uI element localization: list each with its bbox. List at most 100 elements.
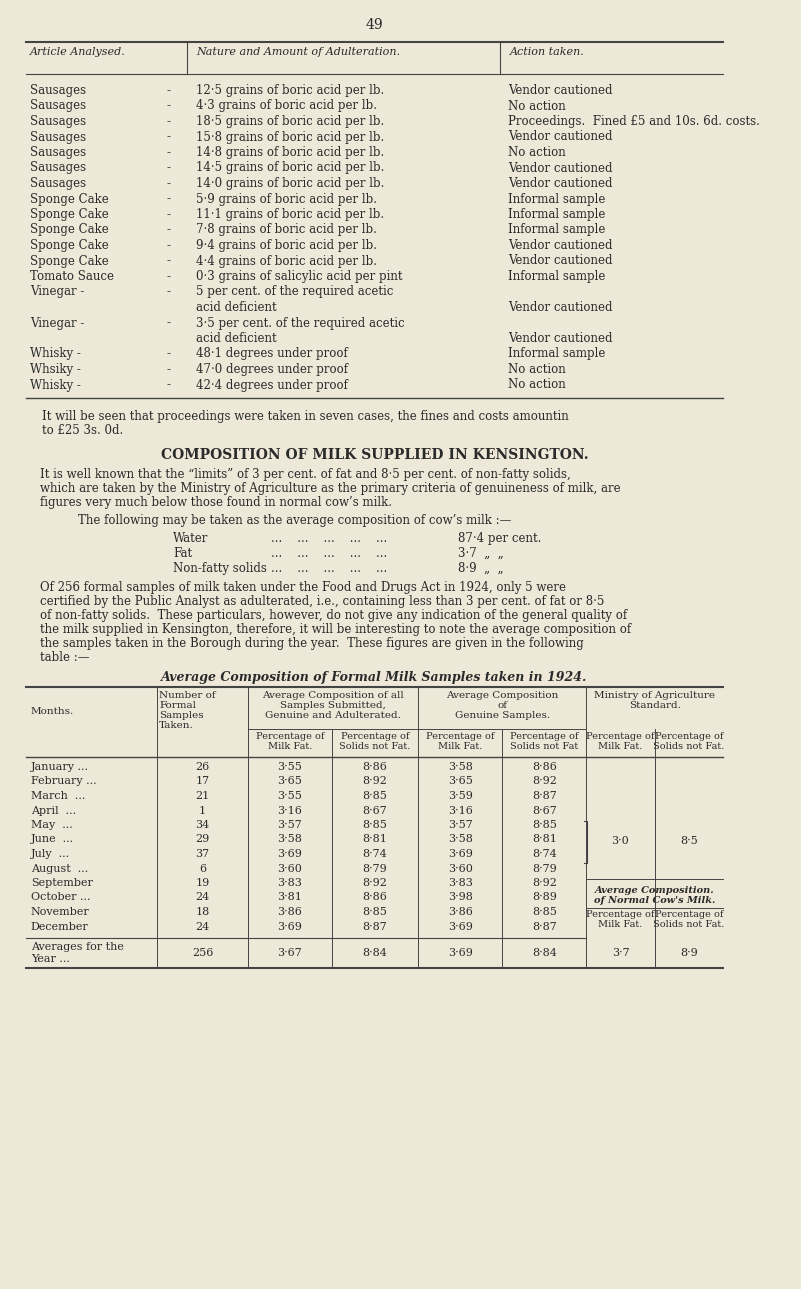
Text: Average Composition of all: Average Composition of all: [262, 691, 404, 700]
Text: 3·67: 3·67: [277, 947, 302, 958]
Text: 3·58: 3·58: [277, 834, 302, 844]
Text: 34: 34: [195, 820, 210, 830]
Text: -: -: [167, 317, 171, 330]
Text: 7·8 grains of boric acid per lb.: 7·8 grains of boric acid per lb.: [196, 223, 377, 236]
Text: 8·84: 8·84: [532, 947, 557, 958]
Text: 18·5 grains of boric acid per lb.: 18·5 grains of boric acid per lb.: [196, 115, 384, 128]
Text: 5·9 grains of boric acid per lb.: 5·9 grains of boric acid per lb.: [196, 192, 377, 205]
Text: certified by the Public Analyst as adulterated, i.e., containing less than 3 per: certified by the Public Analyst as adult…: [40, 596, 605, 608]
Text: 29: 29: [195, 834, 210, 844]
Text: Average Composition of Formal Milk Samples taken in 1924.: Average Composition of Formal Milk Sampl…: [161, 672, 588, 684]
Text: Vendor cautioned: Vendor cautioned: [508, 177, 612, 189]
Text: Genuine and Adulterated.: Genuine and Adulterated.: [265, 712, 400, 721]
Text: Informal sample: Informal sample: [508, 208, 606, 220]
Text: It will be seen that proceedings were taken in seven cases, the fines and costs : It will be seen that proceedings were ta…: [42, 410, 569, 423]
Text: 37: 37: [195, 849, 210, 858]
Text: 3·58: 3·58: [448, 762, 473, 772]
Text: Water: Water: [173, 532, 208, 545]
Text: 6: 6: [199, 864, 206, 874]
Text: 3·16: 3·16: [277, 806, 302, 816]
Text: 8·85: 8·85: [363, 791, 388, 800]
Text: Milk Fat.: Milk Fat.: [438, 742, 482, 751]
Text: Sponge Cake: Sponge Cake: [30, 254, 109, 268]
Text: ...    ...    ...    ...    ...: ... ... ... ... ...: [272, 547, 388, 559]
Text: Sponge Cake: Sponge Cake: [30, 208, 109, 220]
Text: Proceedings.  Fined £5 and 10s. 6d. costs.: Proceedings. Fined £5 and 10s. 6d. costs…: [508, 115, 759, 128]
Text: May  ...: May ...: [31, 820, 73, 830]
Text: 8·92: 8·92: [532, 776, 557, 786]
Text: -: -: [167, 208, 171, 220]
Text: 17: 17: [195, 776, 210, 786]
Text: 8·92: 8·92: [363, 776, 388, 786]
Text: 8·9  „  „: 8·9 „ „: [458, 562, 504, 575]
Text: 3·55: 3·55: [277, 791, 302, 800]
Text: Whisky -: Whisky -: [30, 348, 81, 361]
Text: 8·87: 8·87: [532, 791, 557, 800]
Text: Sponge Cake: Sponge Cake: [30, 192, 109, 205]
Text: -: -: [167, 192, 171, 205]
Text: 87·4 per cent.: 87·4 per cent.: [458, 532, 541, 545]
Text: Months.: Months.: [31, 706, 74, 715]
Text: 8·86: 8·86: [363, 892, 388, 902]
Text: Milk Fat.: Milk Fat.: [598, 920, 642, 929]
Text: -: -: [167, 146, 171, 159]
Text: 26: 26: [195, 762, 210, 772]
Text: 3·81: 3·81: [277, 892, 302, 902]
Text: 42·4 degrees under proof: 42·4 degrees under proof: [196, 379, 348, 392]
Text: Average Composition.: Average Composition.: [595, 886, 714, 895]
Text: the samples taken in the Borough during the year.  These figures are given in th: the samples taken in the Borough during …: [40, 637, 584, 650]
Text: Of 256 formal samples of milk taken under the Food and Drugs Act in 1924, only 5: Of 256 formal samples of milk taken unde…: [40, 581, 566, 594]
Text: 4·3 grains of boric acid per lb.: 4·3 grains of boric acid per lb.: [196, 99, 377, 112]
Text: 8·67: 8·67: [363, 806, 388, 816]
Text: Informal sample: Informal sample: [508, 223, 606, 236]
Text: 3·57: 3·57: [448, 820, 473, 830]
Text: April  ...: April ...: [31, 806, 76, 816]
Text: 8·81: 8·81: [532, 834, 557, 844]
Text: Solids not Fat.: Solids not Fat.: [653, 742, 724, 751]
Text: 8·86: 8·86: [532, 762, 557, 772]
Text: 8·85: 8·85: [363, 907, 388, 916]
Text: 3·69: 3·69: [448, 849, 473, 858]
Text: December: December: [31, 922, 89, 932]
Text: Vendor cautioned: Vendor cautioned: [508, 302, 612, 315]
Text: Number of: Number of: [159, 691, 215, 700]
Text: Solids not Fat: Solids not Fat: [510, 742, 578, 751]
Text: January ...: January ...: [31, 762, 89, 772]
Text: 3·57: 3·57: [277, 820, 302, 830]
Text: Milk Fat.: Milk Fat.: [268, 742, 312, 751]
Text: Percentage of: Percentage of: [426, 732, 494, 741]
Text: 48·1 degrees under proof: 48·1 degrees under proof: [196, 348, 348, 361]
Text: Sausages: Sausages: [30, 84, 86, 97]
Text: -: -: [167, 269, 171, 284]
Text: acid deficient: acid deficient: [196, 302, 277, 315]
Text: -: -: [167, 254, 171, 268]
Text: 3·98: 3·98: [448, 892, 473, 902]
Text: 1: 1: [199, 806, 206, 816]
Text: Sausages: Sausages: [30, 146, 86, 159]
Text: Informal sample: Informal sample: [508, 192, 606, 205]
Text: Averages for the: Averages for the: [31, 942, 123, 953]
Text: Solids not Fat.: Solids not Fat.: [653, 920, 724, 929]
Text: Genuine Samples.: Genuine Samples.: [455, 712, 549, 721]
Text: Year ...: Year ...: [31, 954, 70, 964]
Text: 256: 256: [191, 947, 213, 958]
Text: 5 per cent. of the required acetic: 5 per cent. of the required acetic: [196, 285, 394, 299]
Text: -: -: [167, 238, 171, 253]
Text: 8·5: 8·5: [680, 835, 698, 846]
Text: Sausages: Sausages: [30, 161, 86, 174]
Text: Percentage of: Percentage of: [654, 910, 723, 919]
Text: 3·83: 3·83: [448, 878, 473, 888]
Text: Vendor cautioned: Vendor cautioned: [508, 238, 612, 253]
Text: Whisky -: Whisky -: [30, 379, 81, 392]
Text: Informal sample: Informal sample: [508, 269, 606, 284]
Text: of: of: [497, 701, 507, 710]
Text: Vendor cautioned: Vendor cautioned: [508, 333, 612, 345]
Text: Sponge Cake: Sponge Cake: [30, 238, 109, 253]
Text: 8·85: 8·85: [363, 820, 388, 830]
Text: Percentage of: Percentage of: [256, 732, 324, 741]
Text: 3·7: 3·7: [612, 947, 630, 958]
Text: of Normal Cow's Milk.: of Normal Cow's Milk.: [594, 896, 715, 905]
Text: Sausages: Sausages: [30, 177, 86, 189]
Text: 3·83: 3·83: [277, 878, 302, 888]
Text: Milk Fat.: Milk Fat.: [598, 742, 642, 751]
